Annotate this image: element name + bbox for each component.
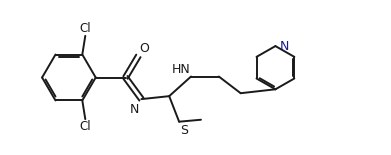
Text: S: S	[180, 124, 188, 137]
Text: O: O	[140, 42, 149, 55]
Text: N: N	[130, 103, 140, 116]
Text: Cl: Cl	[79, 22, 91, 35]
Text: N: N	[280, 40, 289, 53]
Text: HN: HN	[171, 62, 190, 75]
Text: Cl: Cl	[79, 120, 91, 133]
